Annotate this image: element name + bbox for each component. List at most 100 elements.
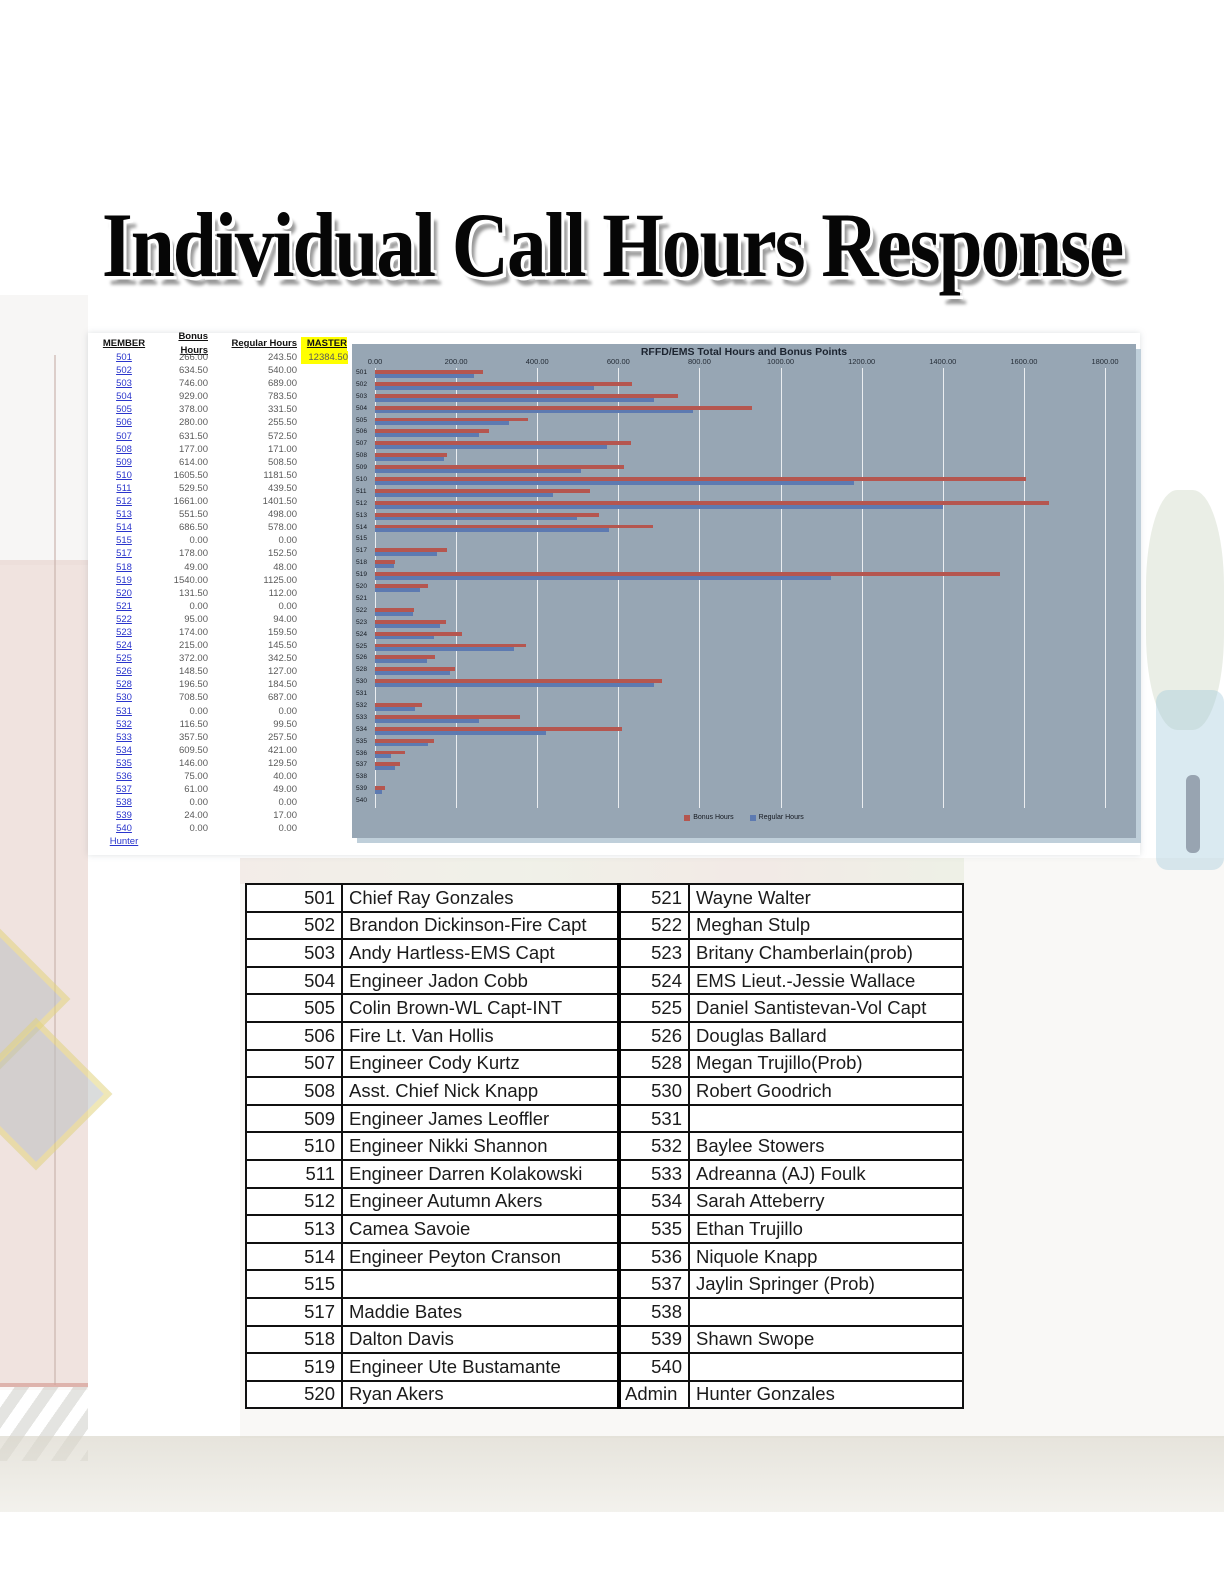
member-link[interactable]: 531 [116,705,132,717]
member-link[interactable]: 518 [116,561,132,573]
roster-member-id: 524 [617,965,690,996]
member-link[interactable]: 528 [116,679,132,691]
member-link[interactable]: 522 [116,613,132,625]
roster-member-id: 508 [245,1076,343,1106]
roster-member-id: 502 [245,910,343,941]
member-link[interactable]: 523 [116,626,132,638]
member-link[interactable]: 514 [116,522,132,534]
member-link[interactable]: 508 [116,443,132,455]
background-firetruck-photo [0,295,113,1461]
regular-hours-cell: 0.00 [278,600,298,612]
regular-hours-bar [375,635,434,640]
member-link[interactable]: 510 [116,469,132,481]
hours-row: 526 148.50 127.00 [95,665,349,678]
bonus-hours-bar [375,643,526,648]
regular-hours-cell: 331.50 [267,404,297,416]
member-link[interactable]: 512 [116,496,132,508]
chart-category-label: 532 [356,701,368,709]
chart-row: 520 [352,582,1136,594]
roster-row: 515 537 Jaylin Springer (Prob) [245,1269,964,1299]
regular-hours-cell: 0.00 [278,705,298,717]
roster-member-id: 522 [617,910,690,941]
roster-row: 512 Engineer Autumn Akers 534 Sarah Atteber… [245,1186,964,1217]
member-link[interactable]: 515 [116,535,132,547]
member-link[interactable]: 521 [116,600,132,612]
member-link[interactable]: 517 [116,548,132,560]
member-link[interactable]: 505 [116,404,132,416]
hours-row: 502 634.50 540.00 [95,364,349,377]
chart-row: 523 [352,618,1136,630]
member-link[interactable]: 526 [116,666,132,678]
chart-category-label: 505 [356,416,368,424]
hours-table-rows: 501 266.00 243.50 502 634.50 540.00 503 746.00 6… [95,351,349,849]
regular-hours-bar [375,397,655,402]
bonus-hours-cell: 378.00 [178,404,208,416]
regular-hours-cell: 257.50 [267,731,297,743]
member-link[interactable]: 536 [116,771,132,782]
regular-hours-cell: 687.00 [267,692,297,704]
hours-row: 535 146.00 129.50 [95,757,349,770]
regular-hours-bar [375,587,421,592]
roster-member-id: 519 [245,1352,343,1382]
roster-row: 507 Engineer Cody Kurtz 528 Megan Trujillo(… [245,1048,964,1079]
member-link[interactable]: 533 [116,731,132,743]
regular-hours-bar [375,552,437,557]
member-link[interactable]: 504 [116,391,132,403]
regular-hours-cell: 171.00 [267,443,297,455]
regular-hours-bar [375,445,608,450]
bonus-hours-cell: 0.00 [189,823,209,835]
member-link[interactable]: Hunter [109,836,139,848]
member-link[interactable]: 519 [116,574,132,586]
roster-member-id: 501 [245,883,343,913]
roster-member-id: 526 [617,1020,690,1051]
chart-row: 501 [352,368,1136,380]
axis-tick-label: 1800.00 [1091,357,1119,366]
roster-member-id: 536 [617,1241,690,1272]
member-link[interactable]: 524 [116,640,132,652]
regular-hours-cell: 572.50 [267,430,297,442]
regular-hours-bar [375,718,480,723]
roster-member-id: 539 [617,1324,690,1355]
regular-hours-bar [375,742,428,747]
roster-member-name: EMS Lieut.-Jessie Wallace [688,965,964,996]
regular-hours-bar [375,528,610,533]
roster-member-name: Engineer Darren Kolakowski [341,1158,620,1189]
roster-member-id: 512 [245,1186,343,1217]
regular-hours-bar [375,385,594,390]
bonus-hours-cell: 1540.00 [173,574,208,586]
member-link[interactable]: 506 [116,417,132,429]
member-link[interactable]: 539 [116,810,132,822]
member-link[interactable]: 530 [116,692,132,704]
bonus-hours-bar [375,524,654,529]
member-link[interactable]: 538 [116,797,132,809]
chart-category-label: 514 [356,523,368,531]
member-link[interactable]: 502 [116,365,132,377]
bonus-hours-cell: 631.50 [178,430,208,442]
member-link[interactable]: 503 [116,378,132,390]
member-link[interactable]: 507 [116,430,132,442]
member-link[interactable]: 537 [116,784,132,796]
chart-row: 510 [352,475,1136,487]
member-link[interactable]: 511 [116,482,132,494]
bonus-hours-bar [375,560,395,565]
bonus-hours-bar [375,667,455,672]
member-link[interactable]: 513 [116,509,132,521]
bonus-hours-bar [375,512,599,517]
hours-row: 540 0.00 0.00 [95,822,349,835]
member-link[interactable]: 525 [116,653,132,665]
member-link[interactable]: 540 [116,823,132,835]
chart-category-label: 511 [356,487,367,495]
member-link[interactable]: 532 [116,718,132,730]
member-link[interactable]: 534 [116,744,132,756]
master-total-cell: 12384.50 [301,351,348,365]
member-link[interactable]: 520 [116,587,132,599]
member-link[interactable]: 509 [116,456,132,468]
bonus-hours-bar [375,500,1049,505]
roster-row: 511 Engineer Darren Kolakowski 533 Adreanna… [245,1158,964,1189]
member-link[interactable]: 501 [116,352,132,363]
chart-row: 502 [352,380,1136,392]
chart-category-label: 520 [356,583,368,591]
roster-row: 513 Camea Savoie 535 Ethan Trujillo [245,1214,964,1244]
bonus-hours-bar [375,631,463,636]
member-link[interactable]: 535 [116,757,132,769]
